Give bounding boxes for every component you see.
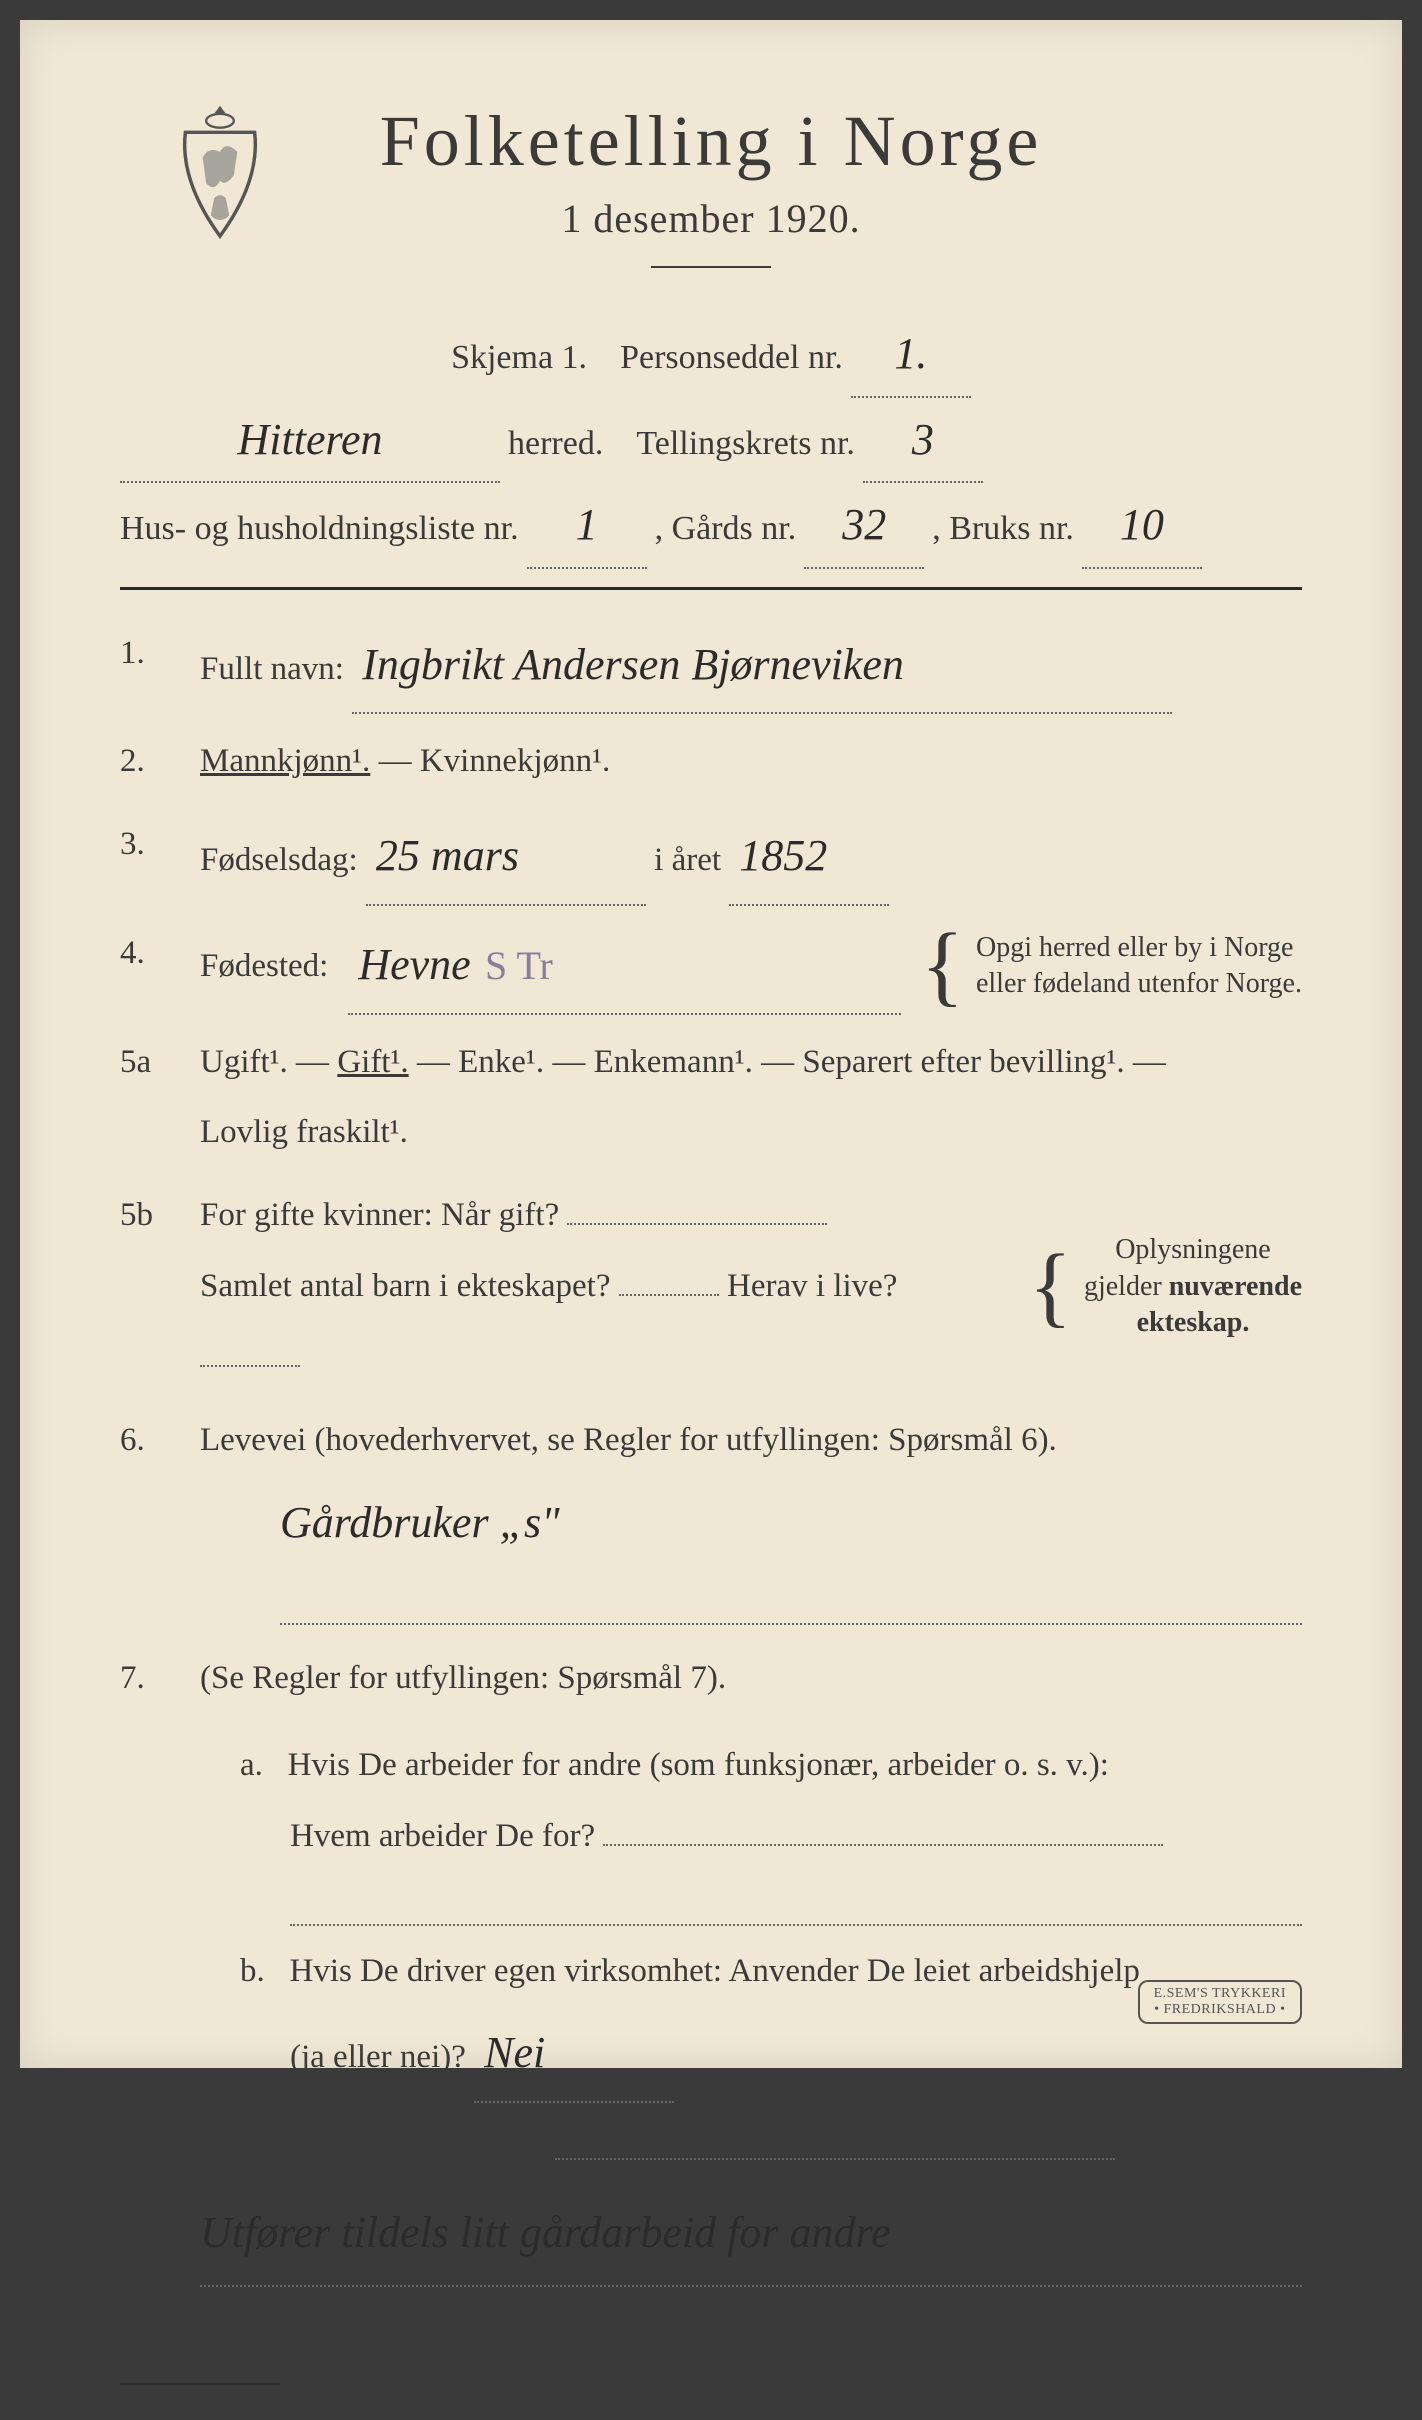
q2-mann: Mannkjønn¹. <box>200 743 370 779</box>
personseddel-label: Personseddel nr. <box>620 326 843 391</box>
title-block: Folketelling i Norge 1 desember 1920. <box>380 100 1043 292</box>
q5b-note2b: nuværende <box>1169 1271 1302 1302</box>
meta-row-1: Skjema 1. Personseddel nr. 1. <box>120 312 1302 398</box>
bruks-label: , Bruks nr. <box>932 497 1074 562</box>
q8-note: Har man ingen biinntekt av nogen betydni… <box>200 2293 1302 2353</box>
stamp-line1: E.SEM'S TRYKKERI <box>1154 1986 1286 2002</box>
q6-value: Gårdbruker „s" <box>280 1498 560 1547</box>
q3-day: 25 mars <box>376 831 519 880</box>
q5a-text2: — Enke¹. — Enkemann¹. — Separert efter b… <box>409 1044 1166 1080</box>
gards-label: , Gårds nr. <box>655 497 797 562</box>
printer-stamp: E.SEM'S TRYKKERI • FREDRIKSHALD • <box>1138 1980 1302 2024</box>
q4-label: Fødested: <box>200 931 328 1002</box>
meta-row-2: Hitteren herred. Tellingskrets nr. 3 <box>120 398 1302 484</box>
q2-num: 2. <box>120 726 180 797</box>
q8-num: 8. <box>120 2115 180 2353</box>
herred-value: Hitteren <box>238 415 383 464</box>
q7a-text2: Hvem arbeider De for? <box>290 1818 595 1854</box>
q1-num: 1. <box>120 618 180 715</box>
gards-value: 32 <box>842 500 886 549</box>
question-2: 2. Mannkjønn¹. — Kvinnekjønn¹. <box>120 726 1302 797</box>
q5b-num: 5b <box>120 1180 180 1393</box>
q5a-text1: Ugift¹. — <box>200 1044 337 1080</box>
q3-num: 3. <box>120 809 180 906</box>
tellingskrets-value: 3 <box>912 415 934 464</box>
q5b-note3: ekteskap. <box>1084 1305 1302 1341</box>
q7b-value: Nei <box>484 2028 545 2077</box>
coat-of-arms-icon <box>160 100 280 250</box>
title-rule <box>651 266 771 268</box>
q7a-label: a. <box>240 1747 263 1783</box>
main-rule <box>120 587 1302 590</box>
q7-label: (Se Regler for utfyllingen: Spørsmål 7). <box>200 1643 1302 1714</box>
q3-year: 1852 <box>739 831 827 880</box>
meta-row-3: Hus- og husholdningsliste nr. 1 , Gårds … <box>120 483 1302 569</box>
q2-kvinne: Kvinnekjønn¹. <box>420 743 610 779</box>
q1-value: Ingbrikt Andersen Bjørneviken <box>362 640 904 689</box>
personseddel-value: 1. <box>894 329 927 378</box>
page-subtitle: 1 desember 1920. <box>380 195 1043 242</box>
husliste-value: 1 <box>576 500 598 549</box>
q7b-label: b. <box>240 1953 265 1989</box>
herred-label: herred. <box>508 412 603 477</box>
q1-label: Fullt navn: <box>200 651 344 687</box>
form-body: 1. Fullt navn: Ingbrikt Andersen Bjørnev… <box>120 618 1302 2353</box>
skjema-label: Skjema 1. <box>451 326 587 391</box>
question-7: 7. (Se Regler for utfyllingen: Spørsmål … <box>120 1643 1302 2103</box>
q5b-line1a: For gifte kvinner: Når gift? <box>200 1197 559 1233</box>
q3-year-label: i året <box>654 842 721 878</box>
q6-label: Levevei (hovederhvervet, se Regler for u… <box>200 1405 1302 1476</box>
question-6: 6. Levevei (hovederhvervet, se Regler fo… <box>120 1405 1302 1631</box>
q8-value: Utfører tildels litt gårdarbeid for andr… <box>200 2208 891 2257</box>
q3-label: Fødselsdag: <box>200 842 358 878</box>
q4-note-1: Opgi herred eller by i Norge <box>976 930 1302 966</box>
q7-num: 7. <box>120 1643 180 2103</box>
q4-value: Hevne <box>358 940 470 989</box>
q5b-note: { Oplysningene gjelder nuværende ekteska… <box>1029 1232 1302 1341</box>
header: Folketelling i Norge 1 desember 1920. <box>120 100 1302 292</box>
question-5b: 5b For gifte kvinner: Når gift? Samlet a… <box>120 1180 1302 1393</box>
question-1: 1. Fullt navn: Ingbrikt Andersen Bjørnev… <box>120 618 1302 715</box>
q5b-note2: gjelder <box>1084 1271 1169 1302</box>
q5a-gift: Gift¹. <box>337 1044 408 1080</box>
tellingskrets-label: Tellingskrets nr. <box>636 412 855 477</box>
question-3: 3. Fødselsdag: 25 mars i året 1852 <box>120 809 1302 906</box>
q8-label: Bierhverv (eller biinntekt) <box>200 2132 546 2168</box>
q2-sep: — <box>379 743 420 779</box>
question-5a: 5a Ugift¹. — Gift¹. — Enke¹. — Enkemann¹… <box>120 1027 1302 1169</box>
footnote: ¹ Her kan svares ved tydelig understrekn… <box>120 2393 1302 2420</box>
question-4: 4. Fødested: Hevne S Tr { Opgi herred el… <box>120 918 1302 1015</box>
q5b-note1: Oplysningene <box>1084 1232 1302 1268</box>
q4-note: { Opgi herred eller by i Norge eller fød… <box>921 930 1302 1003</box>
q7b-text1: Hvis De driver egen virksomhet: Anvender… <box>290 1953 1140 1989</box>
q5b-line2b: Herav i live? <box>727 1268 897 1304</box>
footnote-rule <box>120 2383 280 2385</box>
q4-num: 4. <box>120 918 180 1015</box>
q6-num: 6. <box>120 1405 180 1631</box>
footnote-text: Her kan svares ved <box>133 2393 322 2419</box>
q5a-text3: Lovlig fraskilt¹. <box>200 1097 1302 1168</box>
bruks-value: 10 <box>1120 500 1164 549</box>
page-title: Folketelling i Norge <box>380 100 1043 183</box>
q5b-line2a: Samlet antal barn i ekteskapet? <box>200 1268 611 1304</box>
q7a-text1: Hvis De arbeider for andre (som funksjon… <box>288 1747 1109 1783</box>
q7b-text2: (ja eller nei)? <box>290 2039 466 2075</box>
husliste-label: Hus- og husholdningsliste nr. <box>120 497 519 562</box>
census-form-page: Folketelling i Norge 1 desember 1920. Sk… <box>20 20 1402 2068</box>
q4-note-2: eller fødeland utenfor Norge. <box>976 966 1302 1002</box>
q5a-num: 5a <box>120 1027 180 1169</box>
footnote-marker: ¹ <box>120 2393 127 2419</box>
stamp-line2: • FREDRIKSHALD • <box>1154 2002 1286 2018</box>
meta-section: Skjema 1. Personseddel nr. 1. Hitteren h… <box>120 312 1302 569</box>
footnote-bold: tydelig understrekning av de ord som pas… <box>322 2393 780 2419</box>
q4-pencil: S Tr <box>485 943 553 988</box>
question-8: 8. Bierhverv (eller biinntekt) Utfører t… <box>120 2115 1302 2353</box>
